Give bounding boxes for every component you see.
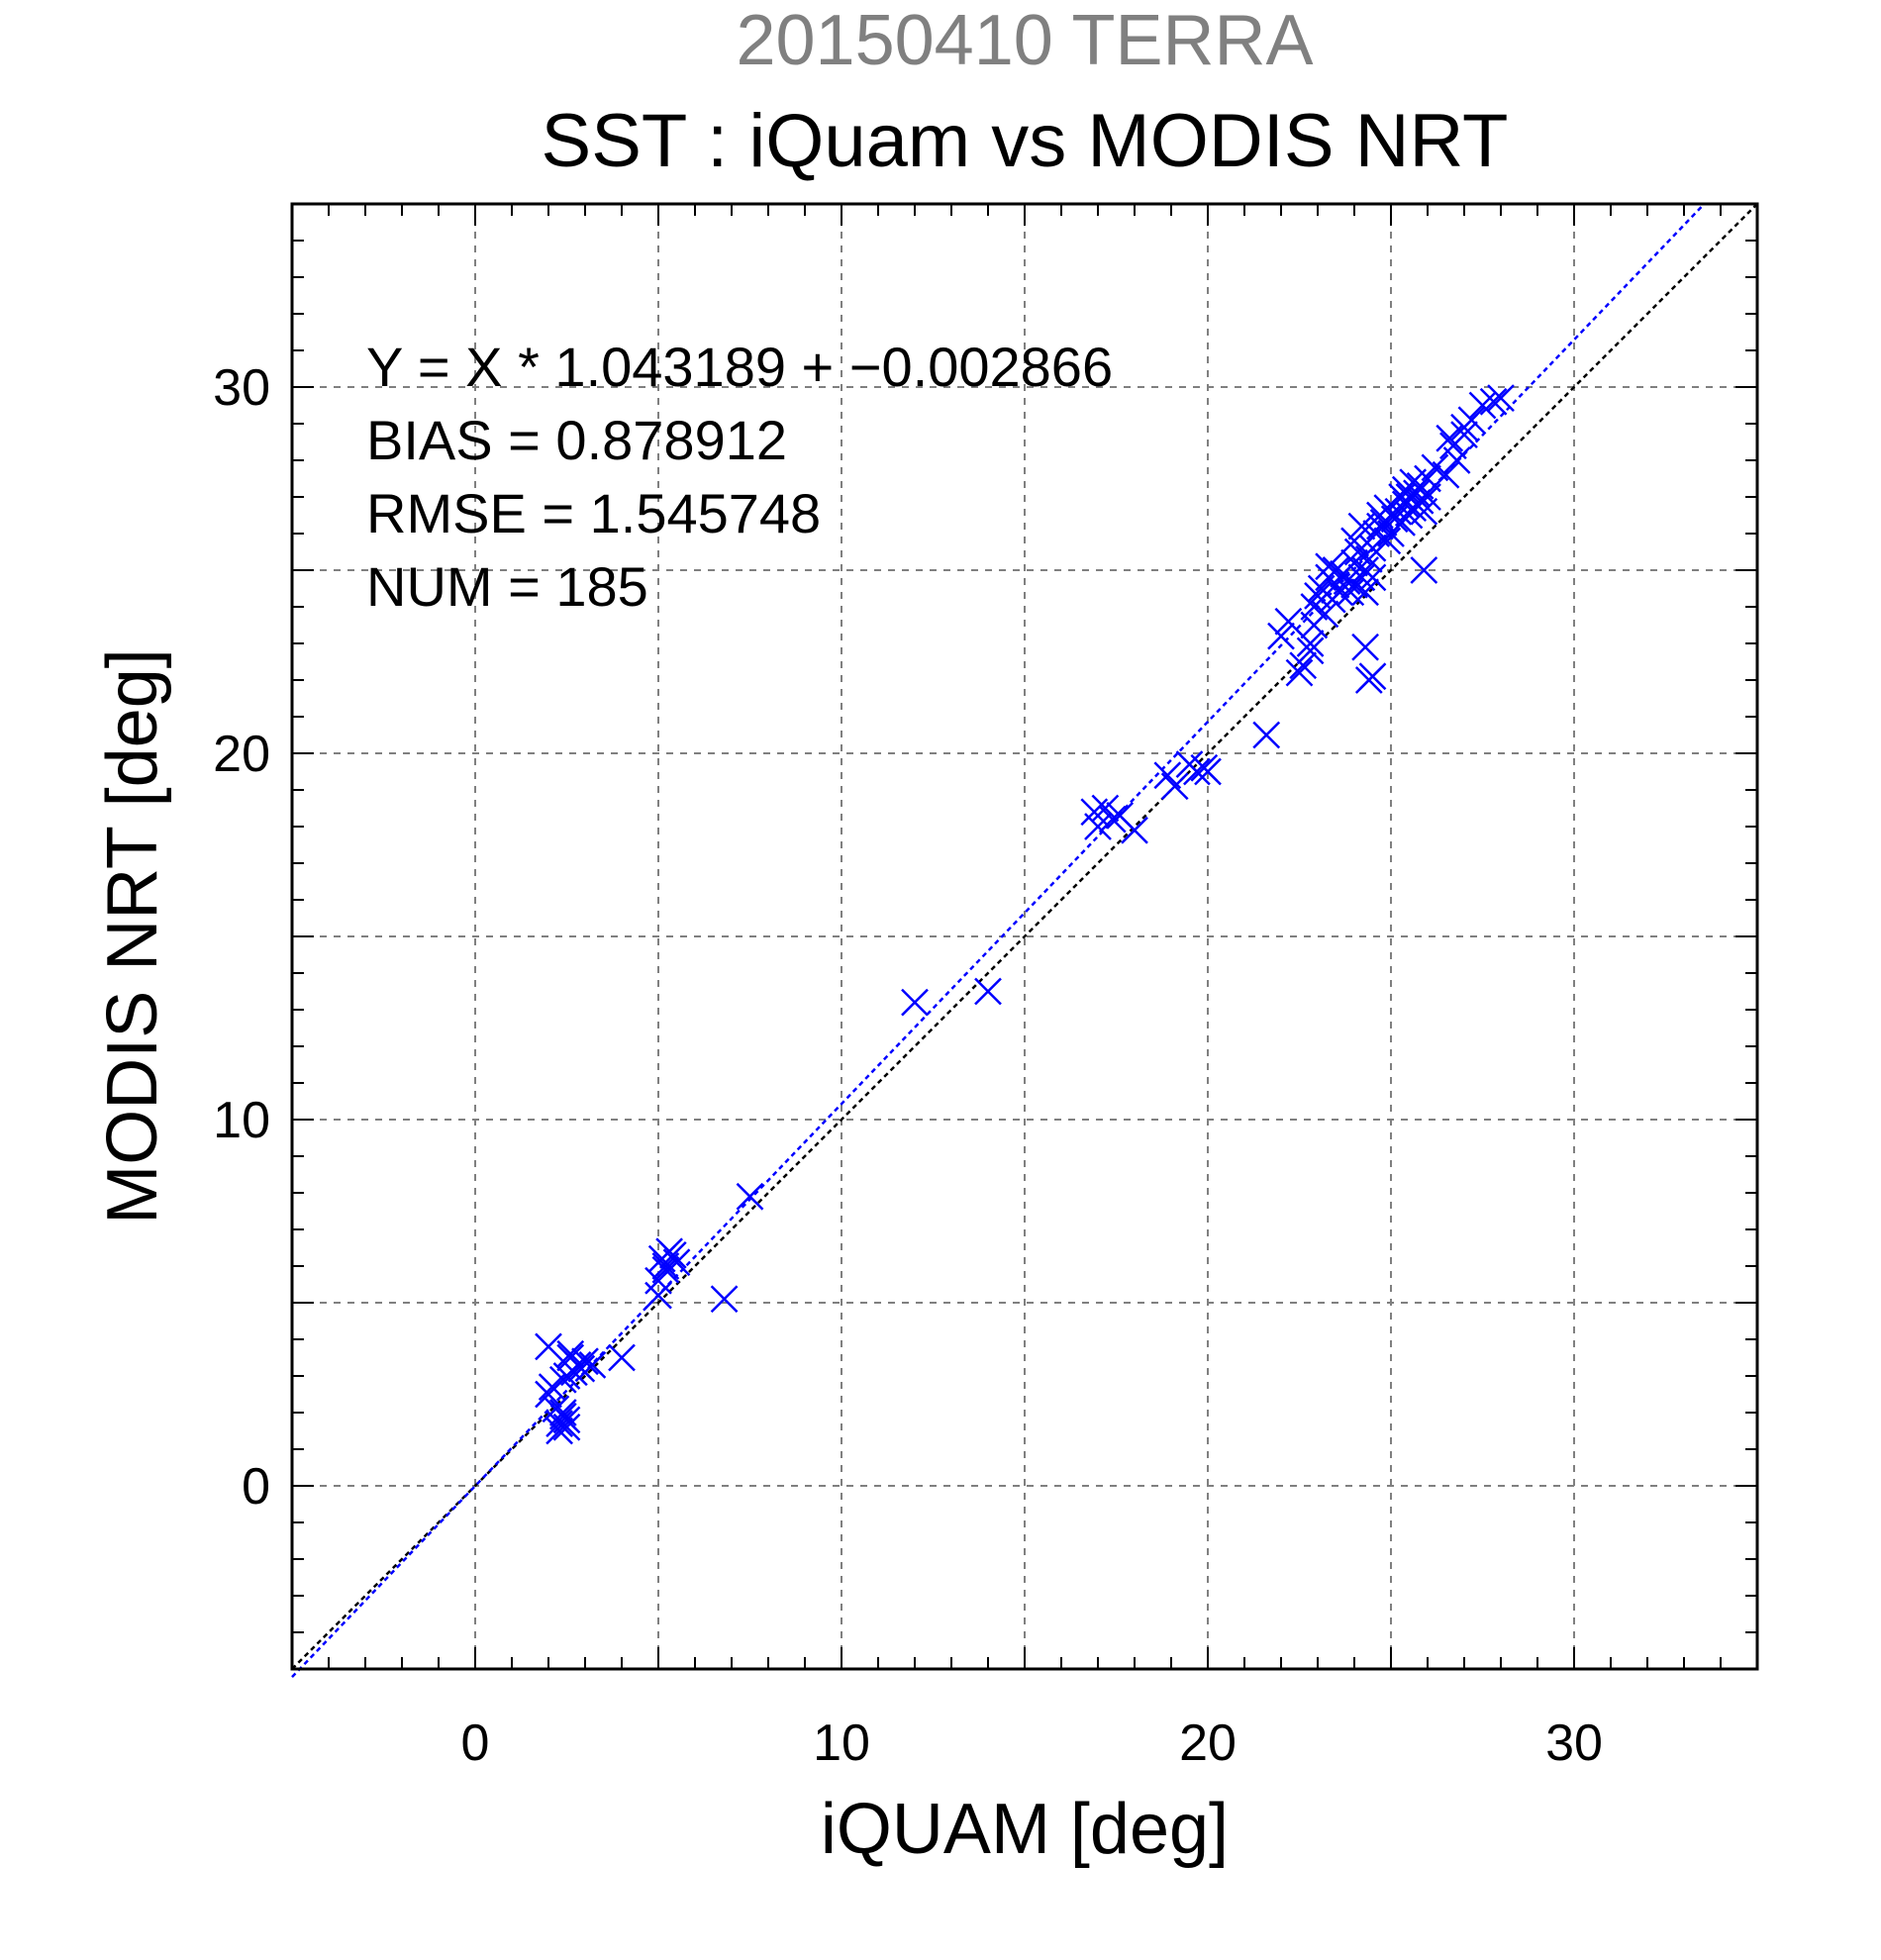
data-point [662,1248,691,1277]
data-point [1274,607,1303,636]
data-point [1098,805,1127,833]
data-point [710,1285,739,1314]
data-point [1289,651,1318,680]
data-point [545,1410,573,1437]
bias-text: BIAS = 0.878912 [366,409,787,471]
data-point [1351,633,1379,661]
data-point [1373,527,1402,555]
data-point [578,1351,607,1379]
data-point [1468,391,1497,420]
data-point [1340,527,1368,555]
data-point [548,1365,577,1394]
x-axis-label: iQUAM [deg] [821,1790,1229,1869]
regression-line [291,203,1706,1678]
y-axis-label: MODIS NRT [deg] [93,648,172,1225]
data-point [1406,486,1435,515]
data-point [1121,816,1148,844]
data-point [535,1332,562,1361]
data-point [552,1406,581,1434]
num-text: NUM = 185 [366,555,648,618]
x-tick-label: 20 [1179,1715,1237,1772]
data-point [1410,556,1438,584]
data-point [1439,432,1467,460]
data-point [1311,600,1339,629]
data-point [548,1399,577,1426]
data-point [1252,721,1281,749]
data-point [1450,413,1478,441]
data-point [1084,813,1112,840]
data-point [1403,479,1431,508]
data-point [1296,637,1325,665]
data-point [608,1343,636,1372]
y-tick-label: 30 [213,359,270,417]
stats-annotation: Y = X * 1.043189 + −0.002866 BIAS = 0.87… [366,336,1113,618]
chart-supertitle: 20150410 TERRA [736,1,1313,80]
data-point [1487,384,1515,412]
x-tick-labels: 0 10 20 30 [461,1715,1603,1772]
x-tick-label: 30 [1545,1715,1603,1772]
y-tick-label: 10 [213,1092,270,1149]
y-tick-label: 20 [213,726,270,783]
data-point [1358,563,1387,592]
data-point [1479,387,1508,416]
data-point [1315,552,1342,581]
data-point [1183,757,1211,786]
y-tick-labels: 0 10 20 30 [213,359,270,1516]
data-point [1285,658,1314,687]
data-point [1432,460,1460,489]
rmse-text: RMSE = 1.545748 [366,482,821,544]
data-point [1351,578,1379,607]
data-point [1358,662,1387,691]
data-points [535,384,1515,1445]
data-point [1296,630,1325,657]
data-point [1267,622,1295,650]
x-tick-label: 10 [813,1715,870,1772]
x-tick-label: 0 [461,1715,490,1772]
identity-line [291,203,1758,1670]
data-point [556,1339,585,1368]
data-point [901,988,929,1017]
data-point [1160,772,1189,801]
reference-lines [291,203,1758,1678]
plot-frame [290,202,1759,1671]
data-point [736,1182,764,1211]
chart-title: SST : iQuam vs MODIS NRT [542,99,1509,183]
data-point [974,977,1002,1006]
data-point [651,1252,680,1280]
y-tick-label: 0 [242,1458,270,1516]
data-point [644,1281,672,1310]
data-point [1336,578,1365,607]
data-point [567,1354,596,1383]
fit-equation-text: Y = X * 1.043189 + −0.002866 [366,336,1113,398]
data-point [1194,757,1222,786]
